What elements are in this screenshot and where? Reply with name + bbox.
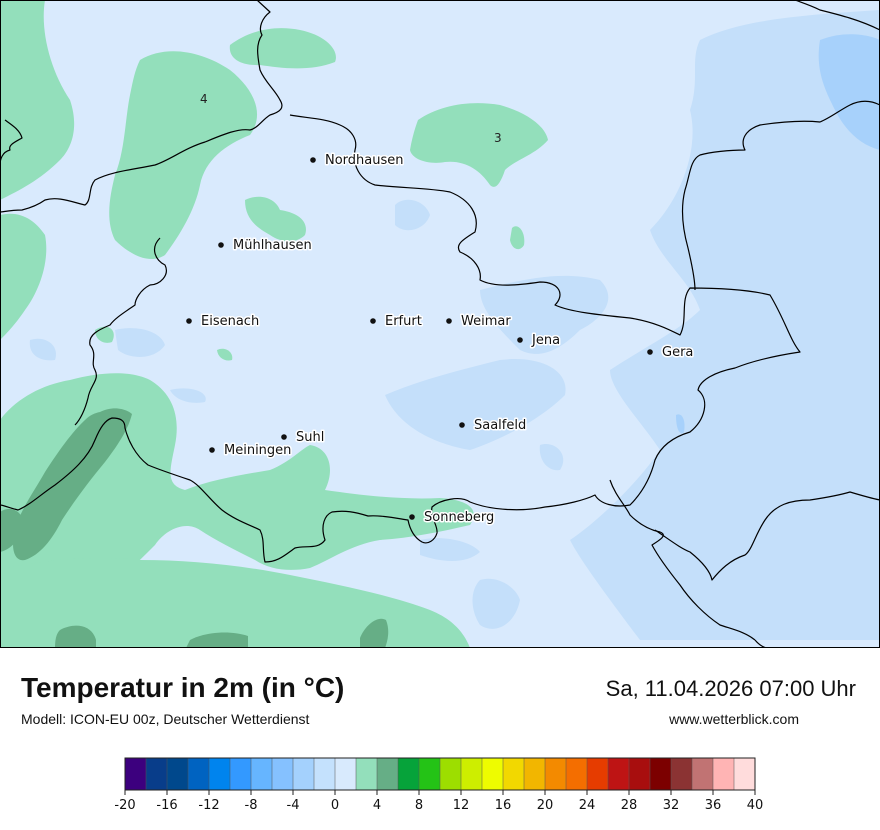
temperature-map[interactable]: 4 3 Nordhausen Mühlhausen Eisenach Erfur… (0, 0, 880, 648)
city-erfurt[interactable]: Erfurt (370, 313, 423, 331)
legend-tick-label: 12 (453, 798, 470, 813)
cold-band-areas (676, 34, 880, 434)
legend-swatch (482, 758, 504, 790)
legend-swatch (713, 758, 735, 790)
legend-swatch (545, 758, 567, 790)
legend-swatch (293, 758, 315, 790)
legend-tick-label: 16 (495, 798, 512, 813)
legend-swatch (398, 758, 420, 790)
legend-swatch (503, 758, 525, 790)
svg-text:Sonneberg: Sonneberg (424, 510, 494, 525)
website-link[interactable]: www.wetterblick.com (669, 711, 799, 727)
cool-band-areas (29, 10, 880, 640)
city-weimar[interactable]: Weimar (446, 313, 513, 331)
legend-tick-label: 0 (331, 798, 339, 813)
city-markers: Nordhausen Mühlhausen Eisenach Erfurt We… (186, 152, 695, 527)
legend-tick-label: 32 (663, 798, 680, 813)
legend-swatch (272, 758, 294, 790)
city-meiningen[interactable]: Meiningen (209, 442, 293, 460)
legend-swatch (125, 758, 147, 790)
legend-tick-label: -4 (287, 798, 300, 813)
svg-text:Eisenach: Eisenach (201, 314, 259, 329)
legend-swatch (671, 758, 693, 790)
legend-tick-label: 4 (373, 798, 381, 813)
legend-swatch (608, 758, 630, 790)
svg-text:Erfurt: Erfurt (385, 314, 422, 329)
forecast-datetime: Sa, 11.04.2026 07:00 Uhr (605, 676, 856, 701)
legend-tick-label: -16 (156, 798, 177, 813)
legend-swatch (146, 758, 168, 790)
legend-tick-label: 40 (747, 798, 764, 813)
svg-text:Weimar: Weimar (461, 314, 511, 329)
legend-tick-label: 24 (579, 798, 596, 813)
city-nordhausen[interactable]: Nordhausen (310, 152, 405, 170)
legend-swatch (440, 758, 462, 790)
contour-label-4: 4 (200, 92, 208, 106)
legend-swatch (587, 758, 609, 790)
legend-swatch (734, 758, 756, 790)
legend-swatch (209, 758, 231, 790)
legend-tick-label: -8 (245, 798, 258, 813)
svg-text:Nordhausen: Nordhausen (325, 153, 404, 168)
legend-swatch (419, 758, 441, 790)
svg-text:Jena: Jena (531, 333, 560, 348)
legend-swatch (566, 758, 588, 790)
legend-swatch (692, 758, 714, 790)
svg-text:Suhl: Suhl (296, 430, 324, 445)
legend-swatch (629, 758, 651, 790)
svg-text:Mühlhausen: Mühlhausen (233, 238, 312, 253)
legend-tick-label: 8 (415, 798, 423, 813)
legend-swatch (167, 758, 189, 790)
state-borders (0, 0, 880, 648)
legend-tick-label: 20 (537, 798, 554, 813)
city-muehlhausen[interactable]: Mühlhausen (218, 237, 313, 255)
legend-swatch (335, 758, 357, 790)
city-sonneberg[interactable]: Sonneberg (409, 509, 496, 527)
map-title: Temperatur in 2m (in °C) (21, 672, 345, 703)
contour-label-3: 3 (494, 131, 502, 145)
legend-swatch (251, 758, 273, 790)
svg-text:Gera: Gera (662, 345, 693, 360)
city-gera[interactable]: Gera (647, 344, 695, 362)
svg-text:Saalfeld: Saalfeld (474, 418, 526, 433)
legend-swatch (188, 758, 210, 790)
legend-swatch (650, 758, 672, 790)
legend-tick-label: 28 (621, 798, 638, 813)
warmest-band-areas (0, 408, 389, 648)
model-source: Modell: ICON-EU 00z, Deutscher Wetterdie… (21, 711, 310, 727)
city-jena[interactable]: Jena (517, 332, 562, 350)
legend-swatch (230, 758, 252, 790)
legend-swatch (524, 758, 546, 790)
city-eisenach[interactable]: Eisenach (186, 313, 261, 331)
city-saalfeld[interactable]: Saalfeld (459, 417, 528, 435)
legend-swatch (356, 758, 378, 790)
legend-outline (124, 757, 756, 791)
city-suhl[interactable]: Suhl (281, 429, 326, 447)
legend-tick-label: -20 (115, 798, 136, 813)
legend-tick-label: -12 (198, 798, 219, 813)
color-legend: -20 -16 -12 -8 -4 0 4 8 12 16 20 24 28 32 36 40 (114, 756, 765, 820)
svg-text:Meiningen: Meiningen (224, 443, 291, 458)
legend-swatch (461, 758, 483, 790)
legend-tick-label: 36 (705, 798, 722, 813)
legend-swatch (377, 758, 399, 790)
legend-swatch (314, 758, 336, 790)
